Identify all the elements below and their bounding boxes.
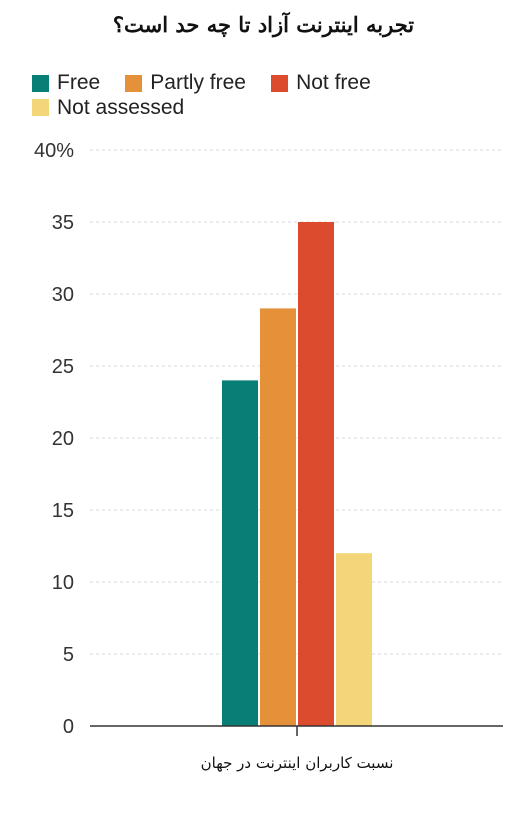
legend-swatch-free (32, 74, 49, 92)
y-tick-label: 0 (63, 716, 74, 738)
legend-label-partly-free: Partly free (150, 71, 246, 94)
legend: Free Partly free Not free Not assessed (32, 71, 492, 120)
gridlines (90, 149, 503, 655)
bar-partly-free (260, 308, 296, 726)
legend-swatch-partly-free (125, 74, 143, 92)
y-tick-label: 15 (52, 500, 74, 522)
legend-swatch-not-free (271, 74, 289, 92)
legend-item-not-assessed: Not assessed (32, 96, 184, 120)
chart-title: تجربه اینترنت آزاد تا چه حد است؟ (112, 12, 415, 37)
bar-not-free (298, 222, 334, 726)
y-tick-label: 10 (52, 572, 74, 594)
y-axis-ticks: 0 5 10 15 20 25 30 35 40% (34, 140, 74, 738)
y-tick-label: 40% (34, 140, 74, 162)
y-tick-label: 5 (63, 644, 74, 666)
bar-free (222, 380, 258, 726)
bars (222, 222, 372, 726)
legend-item-partly-free: Partly free (125, 71, 246, 95)
y-tick-label: 25 (52, 356, 74, 378)
legend-label-not-free: Not free (296, 71, 371, 94)
legend-label-free: Free (57, 71, 101, 94)
y-tick-label: 20 (52, 428, 74, 450)
y-tick-label: 35 (52, 212, 74, 234)
legend-item-not-free: Not free (271, 71, 371, 95)
bar-not-assessed (336, 553, 372, 726)
legend-label-not-assessed: Not assessed (57, 95, 185, 119)
y-tick-label: 30 (52, 284, 74, 306)
legend-item-free: Free (32, 71, 100, 95)
legend-swatch-not-assessed (32, 99, 49, 116)
x-category-label: نسبت کاربران اینترنت در جهان (201, 754, 394, 772)
